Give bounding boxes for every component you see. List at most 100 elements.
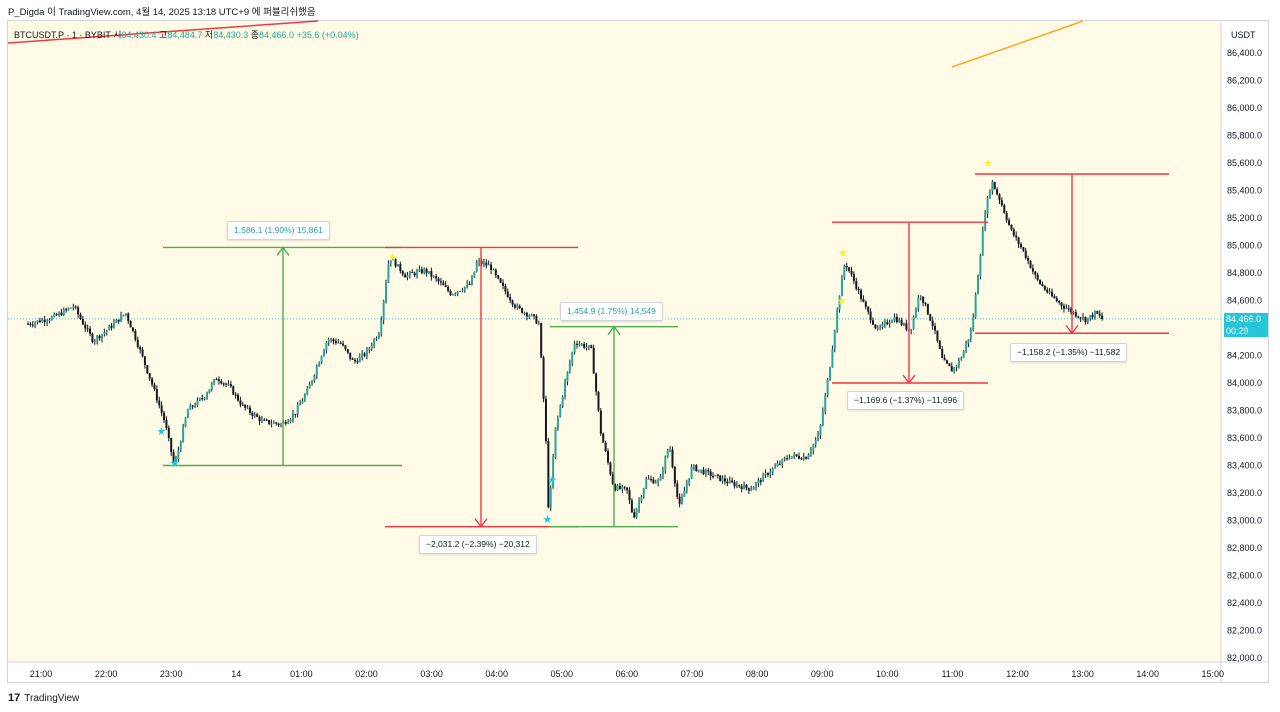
candle-body	[769, 472, 772, 475]
candle-body	[112, 322, 115, 328]
candle-body	[232, 386, 235, 395]
candle-body	[876, 327, 879, 329]
candle-body	[618, 485, 621, 489]
candle-body	[766, 473, 769, 475]
candle-body	[127, 313, 130, 321]
candle-body	[265, 419, 268, 421]
measure-label-3[interactable]: 1,454.9 (1.75%) 14,549	[560, 302, 663, 321]
measure-label-5[interactable]: −1,158.2 (−1.35%) −11,582	[1010, 343, 1128, 362]
candle-body	[690, 466, 693, 479]
y-tick-label: 85,000.0	[1227, 241, 1262, 251]
candle-body	[609, 462, 612, 475]
candle-body	[327, 339, 330, 343]
candle-body	[382, 300, 385, 321]
price-axis-unit[interactable]: USDT	[1231, 30, 1256, 40]
candle-body	[487, 264, 490, 266]
candle-body	[406, 274, 409, 278]
candle-body	[881, 324, 884, 328]
candle-body	[544, 398, 547, 442]
candle-body	[301, 400, 304, 404]
candle-body	[241, 404, 244, 406]
candle-body	[330, 339, 333, 341]
candle-body	[344, 345, 347, 350]
candle-body	[69, 307, 72, 309]
x-tick-label: 12:00	[1006, 669, 1029, 679]
candle-body	[62, 309, 65, 316]
candle-body	[633, 512, 636, 518]
candle-body	[337, 342, 340, 344]
measure-label-2[interactable]: −2,031.2 (−2.39%) −20,312	[419, 535, 537, 554]
candle-body	[645, 479, 648, 489]
candle-body	[848, 267, 851, 271]
y-tick-label: 84,800.0	[1227, 268, 1262, 278]
candle-body	[1015, 235, 1018, 238]
candle-body	[657, 480, 660, 483]
measure-label-4[interactable]: −1,169.6 (−1.37%) −11,696	[847, 391, 965, 410]
candle-body	[473, 271, 476, 278]
candle-body	[1041, 283, 1044, 287]
chart-pane[interactable]	[7, 20, 1269, 683]
candle-body	[860, 290, 863, 300]
candle-body	[485, 262, 488, 266]
candle-body	[931, 320, 934, 326]
candle-body	[1101, 315, 1104, 319]
candle-body	[454, 293, 457, 295]
candle-body	[67, 307, 70, 310]
candle-body	[583, 344, 586, 348]
publish-header: P_Digda 이 TradingView.com, 4월 14, 2025 1…	[0, 0, 1280, 20]
candle-body	[439, 281, 442, 283]
candle-body	[614, 484, 617, 491]
candle-body	[98, 336, 101, 339]
candle-body	[291, 413, 294, 420]
measure-arrowhead	[607, 325, 621, 336]
candle-body	[1031, 268, 1034, 272]
tradingview-brand-text: TradingView	[24, 693, 80, 704]
change-value: +35.6 (+0.04%)	[296, 30, 359, 40]
candle-body	[444, 285, 447, 287]
current-price-badge: 84,466.0 00:29	[1224, 313, 1268, 337]
candle-body	[287, 421, 290, 424]
candle-body	[132, 327, 135, 331]
candle-body	[1048, 291, 1051, 293]
measure-label-1[interactable]: 1,586.1 (1.90%) 15,861	[227, 221, 330, 240]
candle-body	[635, 508, 638, 518]
candle-body	[836, 309, 839, 331]
candle-body	[442, 282, 445, 286]
x-tick-label: 21:00	[30, 669, 53, 679]
candle-body	[1098, 313, 1101, 316]
candle-body	[673, 467, 676, 484]
candle-body	[981, 229, 984, 256]
candle-body	[139, 346, 142, 350]
tradingview-branding[interactable]: 17 TradingView	[8, 692, 79, 704]
candle-body	[353, 359, 356, 362]
symbol-name[interactable]: BTCUSDT.P · 1 · BYBIT	[14, 30, 111, 40]
candle-body	[953, 367, 956, 372]
candle-body	[812, 444, 815, 451]
symbol-info-bar[interactable]: BTCUSDT.P · 1 · BYBIT 시84,430.4 고84,484.…	[14, 28, 359, 41]
candle-body	[776, 463, 779, 467]
candle-body	[332, 339, 335, 342]
candle-body	[747, 487, 750, 491]
candle-body	[972, 317, 975, 331]
candle-body	[501, 282, 504, 286]
candle-body	[65, 309, 68, 311]
candle-body	[597, 391, 600, 411]
y-tick-label: 83,600.0	[1227, 433, 1262, 443]
candle-body	[1084, 317, 1087, 323]
candle-body	[528, 315, 531, 317]
high-label: 고	[159, 30, 168, 40]
candle-body	[148, 373, 151, 379]
candle-body	[81, 318, 84, 325]
candle-body	[1077, 316, 1080, 318]
candle-body	[1039, 279, 1042, 284]
candle-body	[420, 269, 423, 273]
candle-body	[468, 283, 471, 285]
candle-body	[339, 342, 342, 344]
candle-body	[280, 423, 283, 425]
candle-body	[208, 389, 211, 394]
candle-body	[996, 189, 999, 195]
candle-body	[893, 316, 896, 321]
candle-body	[516, 305, 519, 308]
candle-body	[922, 296, 925, 303]
